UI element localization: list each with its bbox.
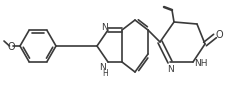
Text: N: N [167,66,173,75]
Text: O: O [215,30,223,40]
Text: O: O [7,41,15,52]
Text: NH: NH [194,59,208,68]
Text: N: N [102,23,108,31]
Text: N: N [100,63,106,72]
Text: H: H [102,69,108,78]
